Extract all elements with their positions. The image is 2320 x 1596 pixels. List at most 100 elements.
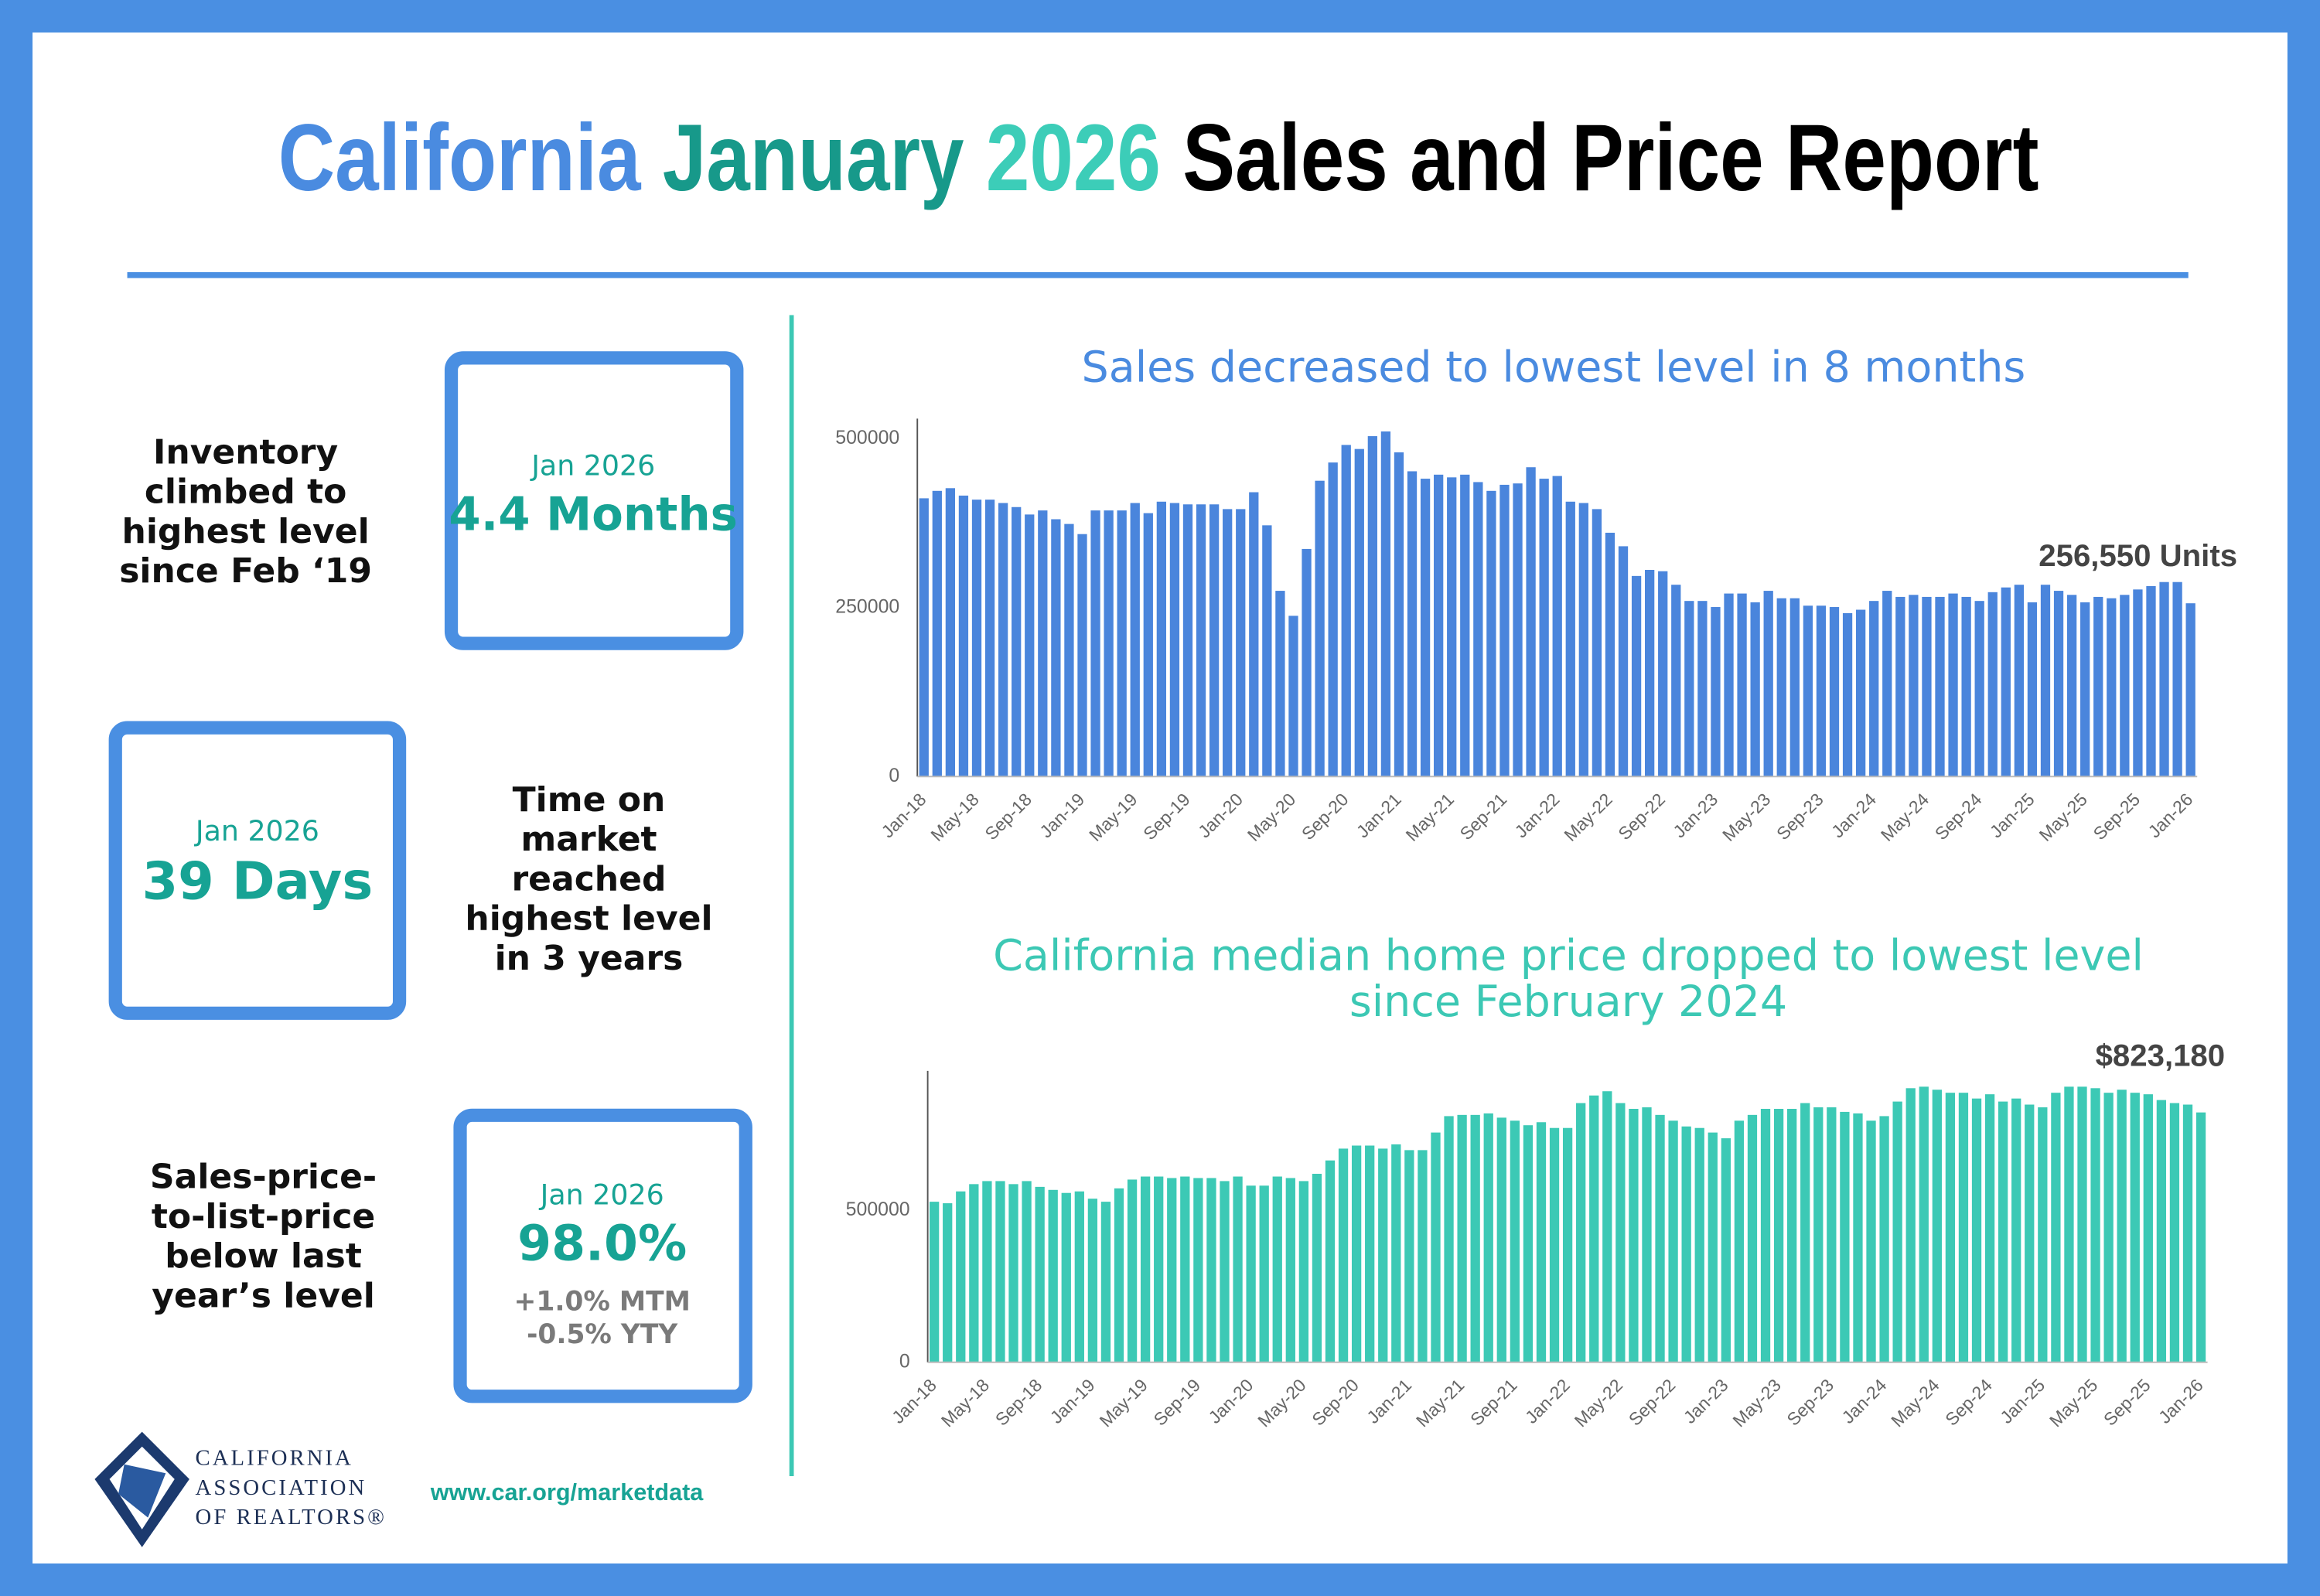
annotation: $823,180 — [2096, 1038, 2226, 1073]
bar — [1681, 1126, 1691, 1362]
bar — [2090, 1088, 2100, 1362]
bar — [1196, 504, 1206, 777]
stat-box — [453, 1108, 752, 1403]
bar — [1763, 591, 1773, 777]
bar — [1711, 607, 1721, 777]
bar — [1750, 602, 1760, 777]
bar — [2107, 598, 2117, 777]
logo-shape — [118, 1464, 166, 1518]
bar — [1948, 593, 1958, 777]
bar — [1447, 477, 1457, 777]
bar — [945, 488, 956, 777]
bar — [1829, 607, 1840, 777]
stat-date: Jan 2026 — [194, 814, 319, 847]
footer-url: www.car.org/marketdata — [430, 1479, 705, 1506]
bar — [1958, 1093, 1969, 1362]
bar — [1813, 1107, 1824, 1362]
stat-box — [108, 721, 407, 1020]
chart-title: Sales decreased to lowest level in 8 mon… — [1082, 343, 2026, 392]
bar — [943, 1203, 953, 1362]
bar — [1853, 1113, 1863, 1362]
bar — [1380, 431, 1391, 777]
bar — [1499, 484, 1510, 777]
bar — [2038, 1107, 2048, 1362]
bar — [1668, 1120, 1678, 1362]
bar — [1945, 1093, 1956, 1362]
bar — [1259, 1185, 1269, 1362]
bar — [1827, 1107, 1837, 1362]
bar — [1236, 509, 1246, 777]
bar — [1298, 1181, 1309, 1362]
stat-value: 98.0% — [517, 1215, 687, 1272]
bar — [1100, 1202, 1111, 1362]
bar — [2172, 581, 2182, 777]
panel-text: year’s level — [152, 1276, 375, 1315]
bar — [1935, 596, 1945, 777]
bar — [1737, 593, 1747, 777]
panel-text: highest level — [465, 899, 712, 939]
bar — [1879, 1116, 1889, 1362]
bar — [971, 500, 982, 777]
bar — [1747, 1114, 1758, 1362]
bar — [1549, 1127, 1560, 1362]
y-tick-label: 0 — [899, 1350, 910, 1372]
bar — [1288, 616, 1298, 777]
bar — [1645, 569, 1655, 777]
stat-note: +1.0% MTM — [514, 1287, 691, 1318]
bar — [969, 1184, 979, 1362]
title-part: 2026 — [986, 105, 1161, 211]
bar — [1496, 1117, 1506, 1362]
bar — [2169, 1103, 2180, 1362]
bar — [1418, 1150, 1428, 1362]
panel-text: Inventory — [153, 432, 338, 472]
bar — [1233, 1176, 1243, 1362]
bar — [1536, 1122, 1547, 1362]
bar — [1721, 1138, 1731, 1362]
logo-text: CALIFORNIA — [196, 1446, 353, 1471]
bar — [1486, 490, 1496, 777]
bar — [1998, 1101, 2008, 1362]
bar — [1220, 1181, 1230, 1362]
bar — [2053, 591, 2064, 777]
bar — [2027, 602, 2038, 777]
panel-text: climbed to — [145, 472, 347, 512]
bar — [1526, 467, 1536, 777]
panel-text: Time on — [513, 780, 666, 820]
bar — [1354, 448, 1364, 777]
logo-text: OF REALTORS® — [196, 1505, 387, 1530]
bar — [1697, 601, 1708, 777]
annotation: 256,550 Units — [2039, 538, 2237, 573]
page-title: California January 2026 Sales and Price … — [278, 105, 2039, 211]
bar — [2133, 589, 2143, 777]
bar — [1272, 1176, 1282, 1362]
bar — [1328, 462, 1338, 777]
bar — [1077, 534, 1087, 777]
panel-text: since Feb ‘19 — [119, 551, 372, 591]
stat-value: 39 Days — [142, 851, 374, 911]
bar — [1223, 509, 1233, 777]
bar — [2051, 1093, 2061, 1362]
bar — [1444, 1116, 1454, 1362]
stat-date: Jan 2026 — [539, 1178, 664, 1212]
bar — [2120, 595, 2130, 777]
bar — [1919, 1086, 1929, 1362]
bar — [1552, 476, 1562, 777]
bar — [1892, 1101, 1902, 1362]
bar — [1038, 510, 1048, 777]
bar — [919, 498, 929, 777]
bar — [1869, 601, 1879, 777]
bar — [1629, 1108, 1639, 1362]
bar — [1618, 546, 1629, 777]
bar — [1615, 1103, 1626, 1362]
bar — [1285, 1178, 1295, 1362]
bar — [1510, 1120, 1520, 1362]
bar — [1694, 1127, 1704, 1362]
bar — [1341, 445, 1351, 777]
bar — [1592, 509, 1602, 777]
bar — [2001, 587, 2011, 777]
bar — [2064, 1086, 2074, 1362]
bar — [1302, 548, 1312, 777]
bar — [1974, 601, 1984, 777]
bar — [1776, 598, 1786, 777]
stat-box — [444, 351, 744, 650]
